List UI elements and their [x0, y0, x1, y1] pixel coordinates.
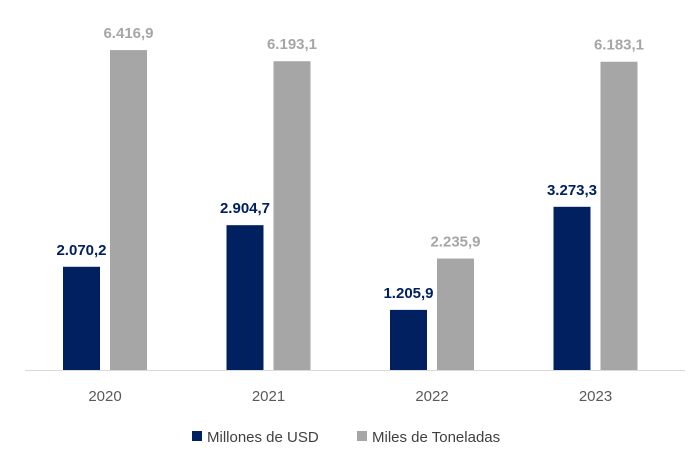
data-label: 6.183,1 [594, 37, 644, 54]
bar-2022-tons [437, 258, 474, 370]
legend: Millones de USD Miles de Toneladas [192, 429, 500, 446]
legend-label: Millones de USD [207, 429, 319, 446]
legend-swatch-1 [357, 431, 367, 441]
bar-2022-usd [390, 309, 427, 370]
x-tick-label: 2021 [252, 388, 285, 405]
bar-2020-tons [110, 50, 147, 370]
bar-2021-usd [226, 225, 264, 370]
data-label: 1.205,9 [383, 285, 433, 302]
bar-2023-usd [553, 206, 591, 370]
x-tick-label: 2023 [579, 388, 612, 405]
data-label: 3.273,3 [547, 182, 597, 199]
data-label: 2.070,2 [56, 242, 106, 259]
bar-2020-usd [63, 266, 100, 370]
data-label: 2.235,9 [430, 234, 480, 251]
bar-2023-tons [600, 61, 638, 370]
data-label: 6.193,1 [267, 36, 317, 53]
bar-2021-tons [273, 61, 311, 370]
x-tick-label: 2022 [415, 388, 448, 405]
data-label: 2.904,7 [220, 200, 270, 217]
x-tick-label: 2020 [88, 388, 121, 405]
legend-label: Miles de Toneladas [372, 429, 500, 446]
data-label: 6.416,9 [103, 25, 153, 42]
legend-swatch-0 [192, 431, 202, 441]
